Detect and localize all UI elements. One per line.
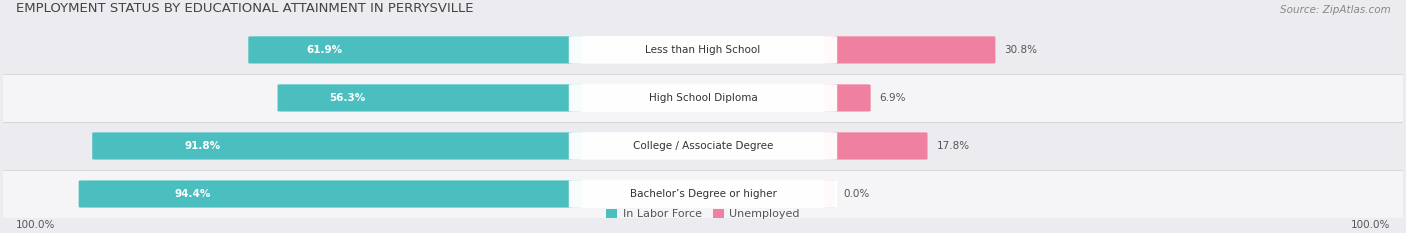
FancyBboxPatch shape: [569, 132, 837, 160]
FancyBboxPatch shape: [824, 84, 870, 112]
Text: 100.0%: 100.0%: [15, 220, 55, 230]
Text: 94.4%: 94.4%: [174, 189, 211, 199]
Text: College / Associate Degree: College / Associate Degree: [633, 141, 773, 151]
FancyBboxPatch shape: [569, 84, 837, 112]
FancyBboxPatch shape: [249, 36, 582, 64]
FancyBboxPatch shape: [277, 84, 582, 112]
Bar: [3, 26, 1403, 74]
Legend: In Labor Force, Unemployed: In Labor Force, Unemployed: [602, 205, 804, 224]
FancyBboxPatch shape: [824, 180, 835, 208]
Bar: [3, 74, 1403, 122]
Text: 100.0%: 100.0%: [1351, 220, 1391, 230]
Text: Bachelor’s Degree or higher: Bachelor’s Degree or higher: [630, 189, 776, 199]
Text: Source: ZipAtlas.com: Source: ZipAtlas.com: [1279, 5, 1391, 15]
FancyBboxPatch shape: [824, 132, 928, 160]
Text: 0.0%: 0.0%: [844, 189, 870, 199]
FancyBboxPatch shape: [93, 132, 582, 160]
Bar: [3, 170, 1403, 218]
FancyBboxPatch shape: [569, 180, 837, 208]
Text: 17.8%: 17.8%: [936, 141, 970, 151]
Text: 56.3%: 56.3%: [329, 93, 366, 103]
Text: Less than High School: Less than High School: [645, 45, 761, 55]
Text: 61.9%: 61.9%: [307, 45, 343, 55]
Text: 30.8%: 30.8%: [1004, 45, 1038, 55]
Bar: [3, 122, 1403, 170]
FancyBboxPatch shape: [569, 36, 837, 64]
FancyBboxPatch shape: [824, 36, 995, 64]
Text: 6.9%: 6.9%: [880, 93, 907, 103]
Text: EMPLOYMENT STATUS BY EDUCATIONAL ATTAINMENT IN PERRYSVILLE: EMPLOYMENT STATUS BY EDUCATIONAL ATTAINM…: [15, 2, 474, 15]
Text: 91.8%: 91.8%: [184, 141, 221, 151]
FancyBboxPatch shape: [79, 180, 582, 208]
Text: High School Diploma: High School Diploma: [648, 93, 758, 103]
